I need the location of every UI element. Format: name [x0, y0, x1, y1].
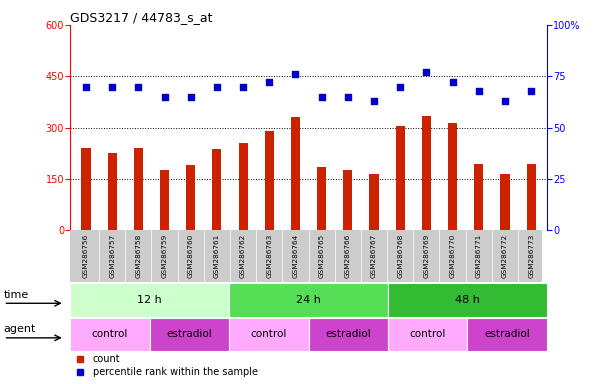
Text: control: control — [251, 329, 287, 339]
Bar — [229, 283, 388, 317]
Point — [474, 88, 484, 94]
Legend: count, percentile rank within the sample: count, percentile rank within the sample — [75, 354, 258, 377]
Text: GSM286756: GSM286756 — [83, 234, 89, 278]
Bar — [70, 283, 229, 317]
Bar — [186, 166, 196, 230]
Text: GSM286771: GSM286771 — [476, 234, 481, 278]
Bar — [370, 174, 379, 230]
Bar — [388, 318, 467, 351]
Bar — [396, 126, 404, 230]
Point — [108, 84, 117, 90]
Text: GSM286773: GSM286773 — [528, 234, 534, 278]
Text: GSM286761: GSM286761 — [214, 234, 220, 278]
Bar — [229, 318, 309, 351]
Bar — [309, 318, 388, 351]
Text: estradiol: estradiol — [485, 329, 530, 339]
Bar — [213, 149, 221, 230]
Text: 12 h: 12 h — [137, 295, 162, 305]
Point — [81, 84, 91, 90]
Bar — [70, 318, 150, 351]
Bar — [81, 148, 90, 230]
Bar — [467, 318, 547, 351]
Point — [526, 88, 536, 94]
Bar — [422, 116, 431, 230]
Bar — [474, 164, 483, 230]
Bar — [108, 153, 117, 230]
Text: GSM286766: GSM286766 — [345, 234, 351, 278]
Text: GSM286767: GSM286767 — [371, 234, 377, 278]
Text: 48 h: 48 h — [455, 295, 480, 305]
Text: GSM286760: GSM286760 — [188, 234, 194, 278]
Point — [422, 69, 431, 75]
Point — [186, 94, 196, 100]
Bar — [527, 164, 536, 230]
Point — [343, 94, 353, 100]
Point — [159, 94, 169, 100]
Text: 24 h: 24 h — [296, 295, 321, 305]
Point — [265, 79, 274, 86]
Bar — [265, 131, 274, 230]
Text: GSM286763: GSM286763 — [266, 234, 273, 278]
Bar — [388, 283, 547, 317]
Text: GSM286772: GSM286772 — [502, 234, 508, 278]
Point — [500, 98, 510, 104]
Text: estradiol: estradiol — [326, 329, 371, 339]
Text: time: time — [4, 290, 29, 300]
Point — [316, 94, 326, 100]
Point — [369, 98, 379, 104]
Text: GSM286764: GSM286764 — [293, 234, 298, 278]
Point — [212, 84, 222, 90]
Bar — [134, 147, 143, 230]
Text: control: control — [409, 329, 446, 339]
Text: agent: agent — [4, 324, 36, 334]
Point — [448, 79, 458, 86]
Point — [291, 71, 301, 77]
Point — [133, 84, 143, 90]
Text: GSM286757: GSM286757 — [109, 234, 115, 278]
Point — [395, 84, 405, 90]
Bar — [160, 170, 169, 230]
Text: control: control — [92, 329, 128, 339]
Bar — [317, 167, 326, 230]
Text: GSM286762: GSM286762 — [240, 234, 246, 278]
Text: GSM286759: GSM286759 — [161, 234, 167, 278]
Text: GSM286770: GSM286770 — [450, 234, 456, 278]
Point — [238, 84, 248, 90]
Text: GDS3217 / 44783_s_at: GDS3217 / 44783_s_at — [70, 12, 213, 25]
Text: GSM286769: GSM286769 — [423, 234, 430, 278]
Bar — [150, 318, 229, 351]
Bar — [291, 118, 300, 230]
Bar — [448, 122, 457, 230]
Bar — [343, 170, 353, 230]
Text: GSM286768: GSM286768 — [397, 234, 403, 278]
Text: GSM286765: GSM286765 — [319, 234, 324, 278]
Bar — [238, 143, 247, 230]
Bar — [500, 174, 510, 230]
Text: GSM286758: GSM286758 — [136, 234, 141, 278]
Text: estradiol: estradiol — [167, 329, 212, 339]
